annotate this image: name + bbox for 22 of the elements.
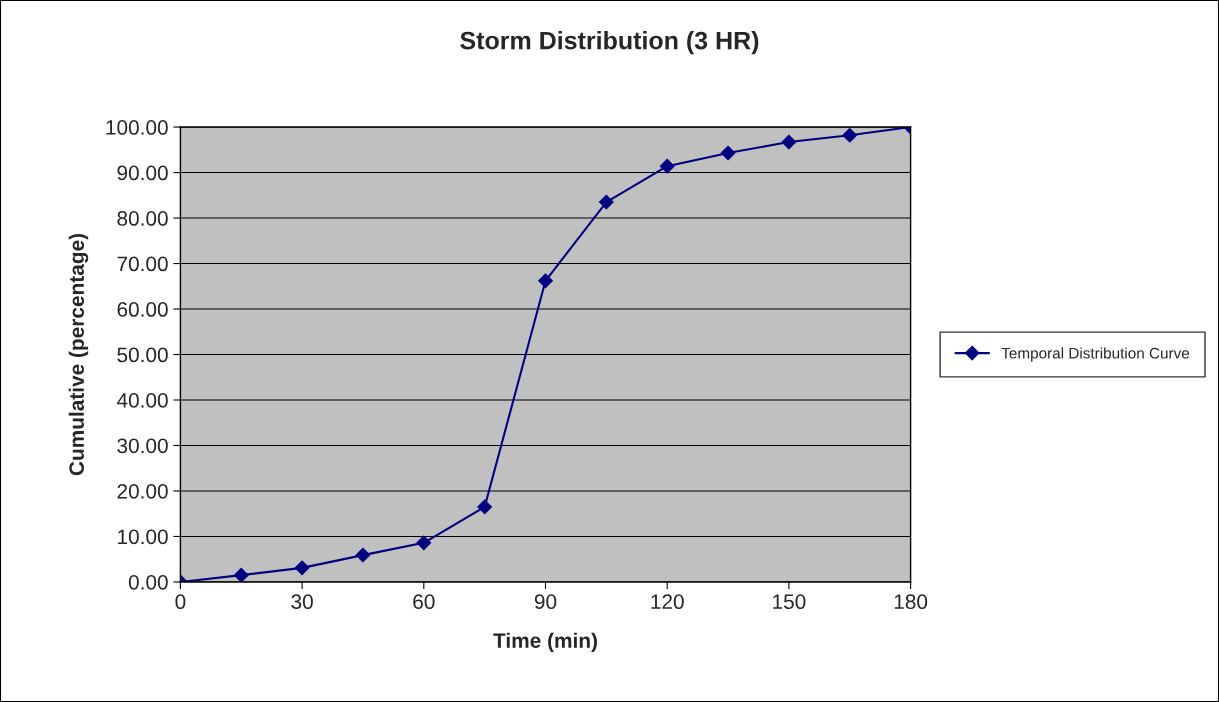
y-tick-label: 80.00 [117,211,168,226]
x-tick-label: 120 [651,594,684,610]
x-tick-label: 30 [291,594,313,610]
y-tick-label: 100.00 [106,120,168,135]
x-axis-title: Time (min) [493,632,597,653]
y-tick-label: 10.00 [118,529,168,545]
y-tick-label: 90.00 [117,165,168,181]
x-tick-label: 0 [175,594,186,610]
y-tick-label: 70.00 [117,256,168,272]
chart-title: Storm Distribution (3 HR) [460,31,759,55]
y-tick-label: 40.00 [116,393,168,408]
x-tick-label: 90 [534,594,557,610]
y-axis-title: Cumulative (percentage) [68,233,89,476]
x-tick-label: 150 [773,594,806,610]
y-tick-label: 20.00 [117,483,168,499]
y-tick-label: 0.00 [128,574,168,590]
y-tick-label: 60.00 [117,302,168,317]
legend-label: Temporal Distribution Curve [1001,347,1190,362]
x-tick-label: 60 [413,594,435,610]
y-tick-label: 50.00 [117,347,168,363]
x-tick-label: 180 [894,594,928,610]
y-tick-label: 30.00 [117,438,168,454]
